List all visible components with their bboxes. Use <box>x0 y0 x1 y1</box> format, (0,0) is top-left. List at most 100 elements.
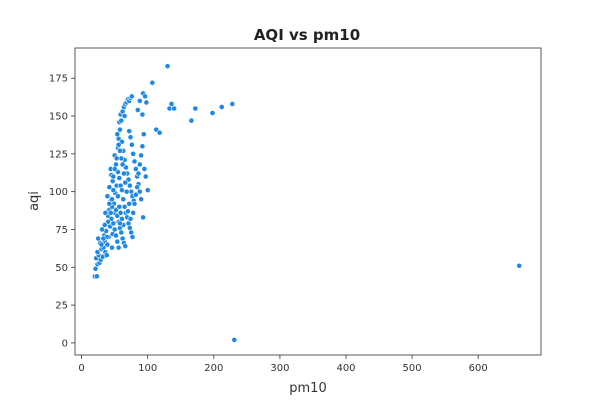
scatter-point <box>126 128 133 135</box>
scatter-point <box>100 235 107 242</box>
scatter-point <box>136 188 143 195</box>
scatter-point <box>127 215 134 222</box>
scatter-point <box>126 200 133 207</box>
scatter-point <box>136 161 143 168</box>
scatter-point <box>107 209 114 216</box>
scatter-point <box>134 184 141 191</box>
scatter-point <box>129 234 136 240</box>
scatter-point <box>111 166 118 172</box>
scatter-point <box>139 111 146 118</box>
scatter-point <box>104 241 111 248</box>
scatter-point <box>93 273 100 280</box>
scatter-point <box>110 187 117 194</box>
scatter-point <box>142 93 148 100</box>
scatter-point <box>139 143 146 150</box>
scatter-point <box>114 238 121 245</box>
x-tick-label: 600 <box>469 363 488 374</box>
scatter-point <box>121 203 128 210</box>
y-axis-label: aqi <box>27 191 42 211</box>
scatter-point <box>128 93 135 100</box>
scatter-point <box>131 200 138 207</box>
scatter-point <box>106 184 113 191</box>
scatter-point <box>135 170 142 177</box>
scatter-point <box>128 141 135 148</box>
scatter-point <box>229 101 236 107</box>
scatter-point <box>136 98 143 104</box>
y-tick-label: 125 <box>49 149 68 160</box>
scatter-point <box>143 99 150 106</box>
scatter-point <box>124 208 131 215</box>
scatter-point <box>168 101 175 107</box>
scatter-point <box>218 104 225 110</box>
scatter-point <box>106 200 113 207</box>
y-axis-ticks: 0 25 50 75 100 125 150 175 <box>49 74 75 349</box>
scatter-point <box>140 214 146 221</box>
scatter-point <box>102 209 109 216</box>
scatter-point <box>123 188 130 195</box>
scatter-point <box>94 249 101 256</box>
scatter-point <box>134 107 141 113</box>
scatter-point <box>132 191 139 198</box>
x-tick-label: 400 <box>336 363 355 374</box>
x-axis-ticks: 0 100 200 300 400 500 600 <box>78 355 488 374</box>
scatter-point <box>141 166 148 172</box>
x-tick-label: 300 <box>270 363 289 374</box>
scatter-point <box>130 150 137 157</box>
scatter-point <box>121 113 128 119</box>
chart-title: AQI vs pm10 <box>254 26 360 44</box>
scatter-point <box>113 232 119 239</box>
scatter-point <box>192 105 199 112</box>
scatter-point <box>122 179 129 186</box>
scatter-point <box>115 244 122 251</box>
scatter-point <box>231 336 238 343</box>
scatter-point <box>118 229 125 236</box>
scatter-point <box>120 196 127 203</box>
scatter-point <box>188 117 195 124</box>
scatter-point <box>140 131 147 138</box>
scatter-point <box>149 79 156 86</box>
scatter-point <box>110 220 117 227</box>
x-tick-label: 0 <box>78 363 84 374</box>
x-axis-label: pm10 <box>289 381 326 396</box>
scatter-point <box>103 252 110 259</box>
scatter-point <box>130 209 137 216</box>
scatter-point <box>117 147 123 154</box>
scatter-point <box>119 161 126 168</box>
scatter-point <box>115 193 121 200</box>
x-tick-label: 100 <box>138 363 157 374</box>
y-tick-label: 50 <box>55 263 68 274</box>
scatter-point <box>109 244 115 251</box>
scatter-point <box>110 173 117 180</box>
y-tick-label: 25 <box>55 301 68 312</box>
scatter-point <box>101 222 108 228</box>
scatter-point <box>114 131 121 138</box>
scatter-point <box>113 155 120 162</box>
plot-area-frame <box>74 47 542 356</box>
scatter-point <box>117 209 124 216</box>
scatter-point <box>138 196 144 203</box>
scatter-point <box>109 196 115 203</box>
y-tick-label: 150 <box>49 112 68 123</box>
scatter-point <box>104 193 111 200</box>
scatter-point <box>126 182 133 189</box>
scatter-point <box>127 134 134 141</box>
scatter-point <box>138 152 144 159</box>
scatter-point <box>116 175 123 181</box>
scatter-point <box>99 226 106 233</box>
scatter-point <box>164 63 171 70</box>
scatter-point <box>132 166 139 172</box>
scatter-point <box>115 141 122 148</box>
y-tick-label: 75 <box>55 225 68 236</box>
y-tick-label: 175 <box>49 74 68 85</box>
scatter-point <box>121 170 127 177</box>
scatter-point <box>117 220 123 227</box>
scatter-point <box>122 243 129 250</box>
y-tick-label: 100 <box>49 187 68 198</box>
scatter-point <box>116 203 123 210</box>
scatter-point <box>156 129 163 136</box>
scatter-point <box>516 262 523 269</box>
x-tick-label: 200 <box>204 363 223 374</box>
x-tick-label: 500 <box>403 363 422 374</box>
